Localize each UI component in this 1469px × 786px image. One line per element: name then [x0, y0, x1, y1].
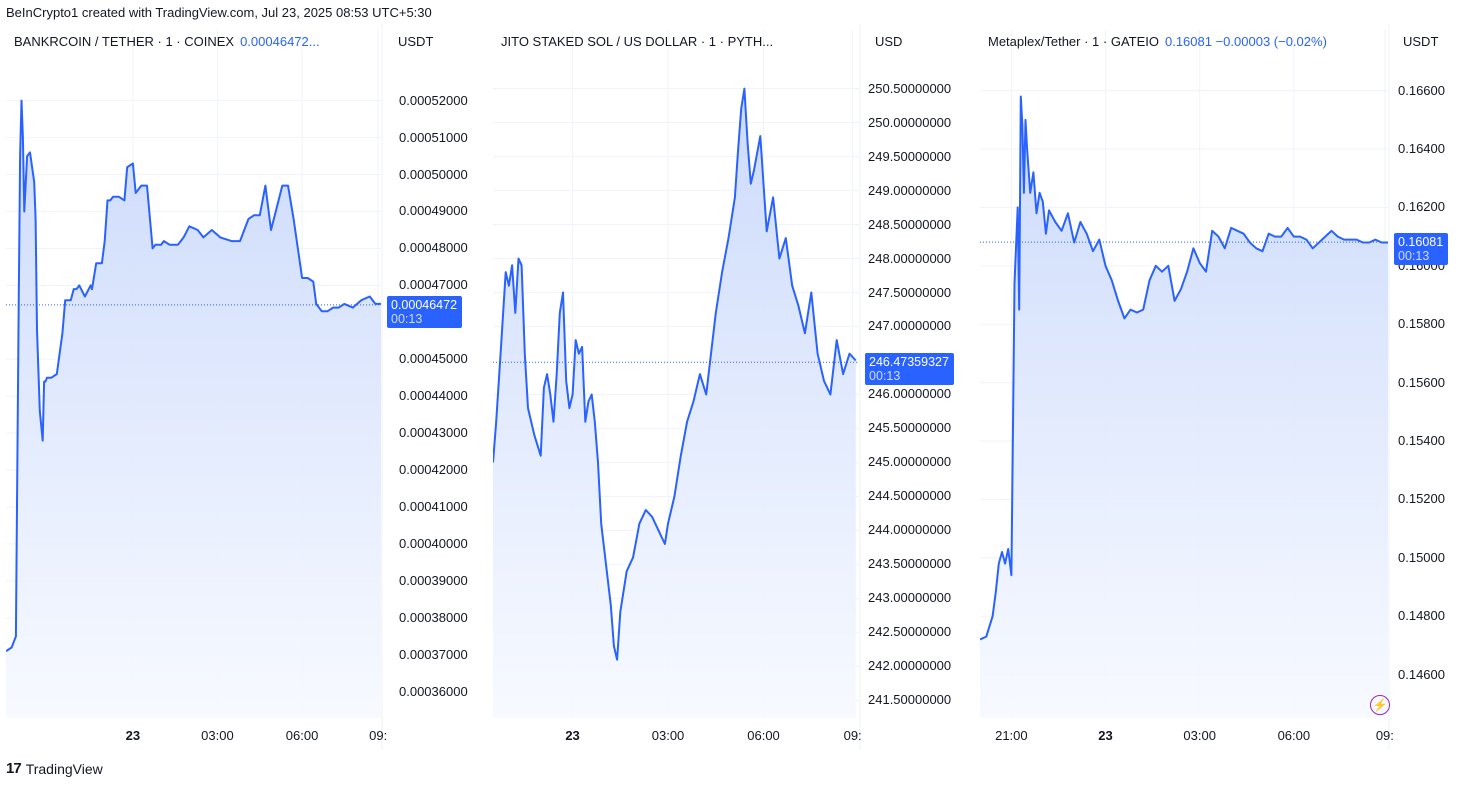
title-price-value: 0.00046472...: [240, 34, 320, 49]
tradingview-footer: 17 TradingView: [6, 760, 103, 777]
y-tick-label: 248.50000000: [868, 216, 952, 232]
y-tick-label: 248.00000000: [868, 250, 952, 266]
y-tick-label: 0.00041000: [399, 499, 468, 515]
y-tick-label: 242.00000000: [868, 658, 952, 674]
y-tick-label: 250.00000000: [868, 114, 952, 130]
y-tick-label: 242.50000000: [868, 624, 952, 640]
bar-countdown: 00:13: [1398, 249, 1430, 264]
last-price-value: 0.00046472: [391, 297, 458, 312]
y-tick-label: 0.15400: [1398, 433, 1445, 448]
y-tick-label: 0.16200: [1398, 199, 1445, 215]
y-tick-label: 245.00000000: [868, 454, 952, 470]
x-tick-label: 03:00: [1183, 728, 1216, 743]
y-tick-label: 0.00036000: [399, 683, 468, 699]
chart-svg: [980, 24, 1390, 750]
y-tick-label: 0.15200: [1398, 491, 1445, 507]
title-price-value: 0.16081 −0.00003 (−0.02%): [1164, 34, 1327, 49]
x-tick-label: 03:00: [651, 728, 685, 743]
x-tick-label: 06:00: [1277, 728, 1311, 743]
x-tick-label: 23: [125, 728, 141, 743]
last-price-value: 246.47359327: [869, 355, 949, 370]
y-tick-label: 247.00000000: [868, 318, 952, 334]
chart-title: JITO STAKED SOL / US DOLLAR · 1 · PYTH..…: [501, 34, 773, 49]
y-tick-label: 0.00039000: [399, 572, 468, 588]
bar-countdown: 00:13: [391, 311, 423, 326]
symbol-label[interactable]: Metaplex/Tether · 1 · GATEIO: [988, 34, 1159, 49]
x-tick-label: 21:00: [995, 728, 1028, 743]
lightning-icon[interactable]: ⚡: [1370, 695, 1390, 715]
y-tick-label: 0.00038000: [399, 609, 468, 625]
y-tick-label: 0.00044000: [399, 388, 468, 404]
x-tick-label: 23: [565, 728, 580, 743]
price-area-fill: [6, 100, 381, 719]
last-price-badge: 0.00046472 00:13: [387, 295, 463, 328]
y-tick-label: 243.00000000: [868, 590, 952, 606]
last-price-badge: 246.47359327 00:13: [865, 353, 954, 386]
chart-panel-2[interactable]: JITO STAKED SOL / US DOLLAR · 1 · PYTH..…: [493, 24, 968, 750]
chart-title: Metaplex/Tether · 1 · GATEIO 0.16081 −0.0…: [988, 34, 1327, 49]
y-tick-label: 0.15000: [1398, 549, 1445, 565]
y-tick-label: 0.00042000: [399, 462, 468, 478]
x-tick-label: 06:00: [747, 728, 780, 743]
price-line: [980, 95, 1388, 641]
y-tick-label: 244.00000000: [868, 522, 952, 538]
y-tick-label: 0.00040000: [399, 536, 468, 552]
chart-panel-3[interactable]: Metaplex/Tether · 1 · GATEIO 0.16081 −0.0…: [980, 24, 1462, 750]
y-tick-label: 249.00000000: [868, 182, 952, 198]
currency-unit-label[interactable]: USD: [875, 34, 903, 49]
x-tick-label: 23: [1098, 728, 1113, 743]
currency-unit-label[interactable]: USDT: [398, 34, 434, 49]
price-area-fill: [980, 96, 1388, 718]
y-tick-label: 247.50000000: [868, 284, 952, 300]
y-tick-label: 241.50000000: [868, 692, 952, 708]
x-tick-label: 09:: [1375, 728, 1394, 743]
price-line: [493, 87, 857, 661]
x-tick-label: 09:: [369, 728, 388, 743]
symbol-label[interactable]: BANKRCOIN / TETHER · 1 · COINEX: [14, 34, 235, 49]
y-tick-label: 0.00048000: [399, 240, 468, 256]
last-price-badge: 0.16081 00:13: [1394, 233, 1449, 266]
chart-panel-1[interactable]: BANKRCOIN / TETHER · 1 · COINEX 0.0004647…: [6, 24, 470, 750]
y-tick-label: 0.00047000: [399, 277, 468, 293]
y-tick-label: 0.00050000: [399, 166, 468, 182]
y-tick-label: 0.16600: [1398, 82, 1445, 98]
y-tick-label: 246.00000000: [868, 386, 952, 402]
chart-svg: [493, 24, 861, 750]
symbol-label[interactable]: JITO STAKED SOL / US DOLLAR · 1 · PYTH..…: [501, 34, 774, 49]
y-tick-label: 245.50000000: [868, 420, 952, 436]
y-tick-label: 0.15800: [1398, 316, 1445, 332]
tradingview-brand: TradingView: [25, 760, 103, 777]
y-tick-label: 0.00045000: [399, 351, 468, 367]
chart-attribution: BeInCrypto1 created with TradingView.com…: [6, 5, 432, 20]
chart-svg: [6, 24, 383, 750]
y-tick-label: 0.00051000: [399, 129, 468, 145]
y-tick-label: 0.15600: [1398, 374, 1445, 390]
x-tick-label: 09:: [843, 728, 862, 743]
y-tick-label: 243.50000000: [868, 556, 952, 572]
tradingview-logo-icon: 17: [6, 760, 22, 777]
y-tick-label: 0.14600: [1398, 666, 1445, 682]
x-tick-label: 06:00: [285, 728, 319, 743]
y-tick-label: 250.50000000: [868, 80, 952, 96]
y-tick-label: 244.50000000: [868, 488, 952, 504]
x-tick-label: 03:00: [201, 728, 234, 743]
y-tick-label: 0.00049000: [399, 203, 468, 219]
last-price-value: 0.16081: [1398, 235, 1444, 250]
chart-title: BANKRCOIN / TETHER · 1 · COINEX 0.0004647…: [14, 34, 320, 49]
y-tick-label: 0.16400: [1398, 141, 1445, 157]
bar-countdown: 00:13: [869, 369, 901, 384]
y-tick-label: 249.50000000: [868, 148, 952, 164]
price-line: [6, 99, 381, 653]
price-area-fill: [493, 88, 856, 719]
y-tick-label: 0.14800: [1398, 608, 1445, 624]
y-tick-label: 0.00052000: [399, 92, 468, 108]
y-tick-label: 0.00037000: [399, 646, 468, 662]
y-tick-label: 0.00043000: [399, 425, 468, 441]
currency-unit-label[interactable]: USDT: [1403, 34, 1439, 49]
